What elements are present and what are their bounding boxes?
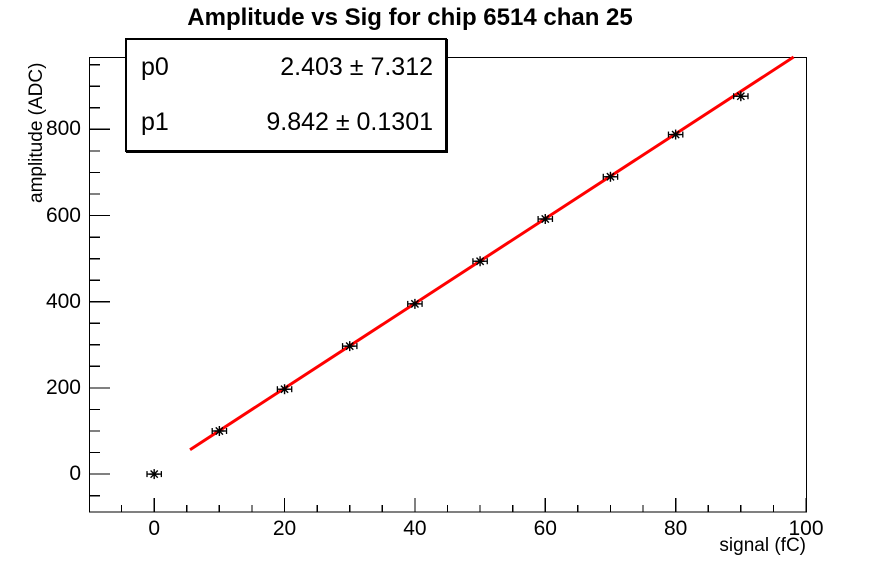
data-point-x90 [732,91,749,102]
x-tick-label: 40 [403,517,427,540]
stats-box: p0 2.403 ± 7.312 p1 9.842 ± 0.1301 [125,38,447,152]
x-axis-title: signal (fC) [719,535,806,556]
stats-row-p1: p1 9.842 ± 0.1301 [127,95,445,150]
x-tick-label: 60 [533,517,557,540]
y-tick-label: 400 [45,289,81,313]
y-tick-label: 200 [45,375,81,399]
y-tick-label: 0 [69,462,81,486]
data-point-x20 [276,384,293,395]
y-tick-label: 600 [45,203,81,227]
marker-arm-d2 [736,92,745,101]
marker-arm-d2 [671,130,680,139]
marker-arm-d2 [280,385,289,394]
x-tick-label: 100 [788,517,824,540]
fit-param-name: p1 [141,108,169,136]
marker-arm-d2 [606,172,615,181]
marker-arm-d2 [541,214,550,224]
fit-param-value: 2.403 ± 7.312 [280,53,433,81]
marker-arm-d2 [475,257,485,266]
marker-arm-d2 [345,342,354,351]
stats-row-p0: p0 2.403 ± 7.312 [127,40,445,95]
data-point-x10 [211,425,228,436]
marker-arm-d2 [410,299,420,308]
fit-param-name: p0 [141,53,169,81]
data-point-x50 [472,256,488,267]
chart-title: Amplitude vs Sig for chip 6514 chan 25 [187,4,633,31]
fit-param-value: 9.842 ± 0.1301 [266,108,433,136]
data-point-x40 [407,298,423,309]
marker-arm-d2 [150,469,159,479]
x-tick-label: 80 [663,517,688,540]
fit-line [189,55,795,451]
marker-arm-d2 [215,426,224,436]
data-point-x80 [667,129,684,140]
data-point-x0 [146,469,163,480]
data-point-x70 [602,171,619,182]
x-tick-label: 20 [272,517,297,540]
y-tick-label: 800 [45,117,81,141]
data-point-x30 [341,341,358,352]
y-axis-title: amplitude (ADC) [26,62,47,203]
data-point-x60 [537,214,554,225]
x-tick-label: 0 [148,517,161,540]
